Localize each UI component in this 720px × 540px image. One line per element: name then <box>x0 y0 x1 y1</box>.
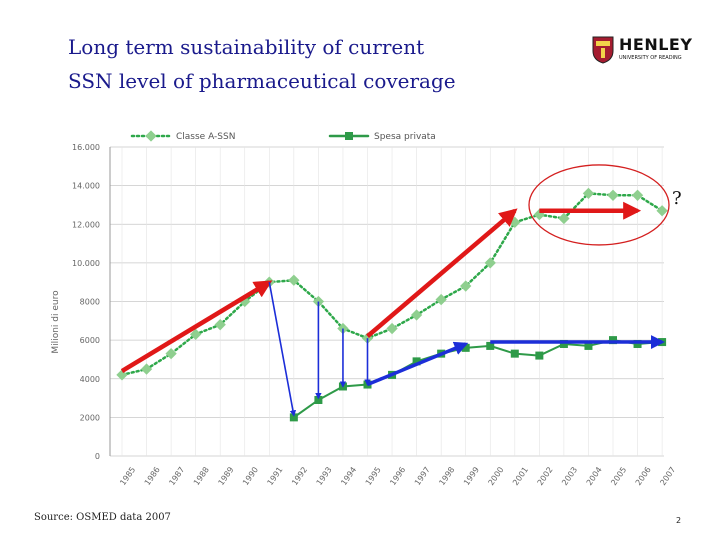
legend-marker <box>345 132 353 140</box>
classe-a-point <box>582 187 595 200</box>
y-tick-label: 0 <box>95 452 100 461</box>
x-tick-label: 1987 <box>167 465 186 487</box>
classe-a-point <box>386 322 398 335</box>
x-tick-label: 1991 <box>266 465 285 487</box>
x-tick-label: 2004 <box>585 465 604 487</box>
x-tick-label: 2005 <box>609 465 628 487</box>
classe-a-point <box>189 328 202 340</box>
x-tick-label: 1990 <box>241 465 260 487</box>
x-tick-label: 1993 <box>315 465 334 487</box>
legend-label: Classe A-SSN <box>176 132 235 142</box>
x-tick-label: 1986 <box>143 465 162 487</box>
legend-marker <box>145 130 157 142</box>
blue-trend-arrow <box>268 282 297 417</box>
classe-a-point <box>288 274 300 286</box>
spesa-privata-point <box>412 357 421 366</box>
page-number: 2 <box>676 516 682 525</box>
classe-a-point <box>410 309 423 321</box>
x-tick-label: 1994 <box>339 465 358 487</box>
classe-a-point <box>631 189 644 201</box>
y-tick-label: 2000 <box>80 413 100 422</box>
x-tick-label: 2001 <box>511 465 530 487</box>
y-tick-label: 4000 <box>80 375 100 384</box>
line-chart: 0 2000 4000 6000 8000 10.000 12.000 14.000 16.00… <box>51 130 682 487</box>
classe-a-point <box>460 280 472 292</box>
x-tick-label: 2003 <box>560 465 579 487</box>
x-tick-label: 2006 <box>634 465 653 487</box>
spesa-privata-point <box>486 341 495 350</box>
red-trend-arrow <box>366 208 518 338</box>
classe-a-point <box>214 319 226 331</box>
question-mark-label: ? <box>672 188 682 209</box>
x-tick-label: 2002 <box>536 465 555 487</box>
y-tick-label: 6000 <box>80 336 100 345</box>
x-tick-label: 1996 <box>388 465 407 487</box>
y-axis-label: Milioni di euro <box>51 290 61 354</box>
slide-title: Long term sustainability of current SSN … <box>68 30 548 98</box>
title-line-1: Long term sustainability of current <box>68 35 425 59</box>
classe-a-point <box>435 293 447 306</box>
classe-a-point <box>607 189 619 201</box>
spesa-privata-point <box>633 339 642 348</box>
x-tick-label: 1989 <box>216 465 235 487</box>
spesa-privata-point <box>609 336 617 345</box>
spesa-privata-point <box>559 339 568 348</box>
y-tick-label: 10.000 <box>72 259 100 268</box>
chart-panel: 0 2000 4000 6000 8000 10.000 12.000 14.000 16.00… <box>42 122 714 496</box>
henley-crest-icon <box>592 36 614 64</box>
x-tick-label: 1988 <box>192 465 211 487</box>
y-tick-label: 12.000 <box>72 220 100 229</box>
x-tick-label: 1985 <box>118 465 137 487</box>
spesa-privata-point <box>314 395 323 404</box>
x-tick-label: 2007 <box>658 465 677 487</box>
legend-label: Spesa privata <box>374 132 436 142</box>
blue-trend-arrow <box>366 341 469 387</box>
spesa-privata-point <box>510 349 519 358</box>
logo-name: HENLEY <box>619 35 693 54</box>
spesa-privata-point <box>535 351 544 360</box>
x-tick-label: 2000 <box>487 465 506 487</box>
spesa-privata-point <box>289 413 298 422</box>
y-tick-label: 16.000 <box>72 143 100 152</box>
logo-subtitle: UNIVERSITY OF READING <box>619 55 682 61</box>
classe-a-point <box>509 216 521 228</box>
red-trend-arrow <box>120 280 273 373</box>
classe-a-point <box>656 205 668 217</box>
highlight-ellipse <box>528 164 670 246</box>
y-tick-label: 14.000 <box>72 182 100 191</box>
x-tick-label: 1997 <box>413 465 432 487</box>
classe-a-point <box>116 369 128 381</box>
henley-logo: HENLEY UNIVERSITY OF READING <box>592 35 702 66</box>
x-tick-label: 1995 <box>364 465 383 487</box>
x-tick-label: 1992 <box>290 465 309 487</box>
classe-a-point <box>484 257 496 269</box>
x-tick-label: 1999 <box>462 465 481 487</box>
title-line-2: SSN level of pharmaceutical coverage <box>68 69 456 93</box>
x-tick-label: 1998 <box>437 465 456 487</box>
spesa-privata-point <box>584 341 593 350</box>
source-note: Source: OSMED data 2007 <box>34 512 171 523</box>
y-tick-label: 8000 <box>80 298 100 307</box>
